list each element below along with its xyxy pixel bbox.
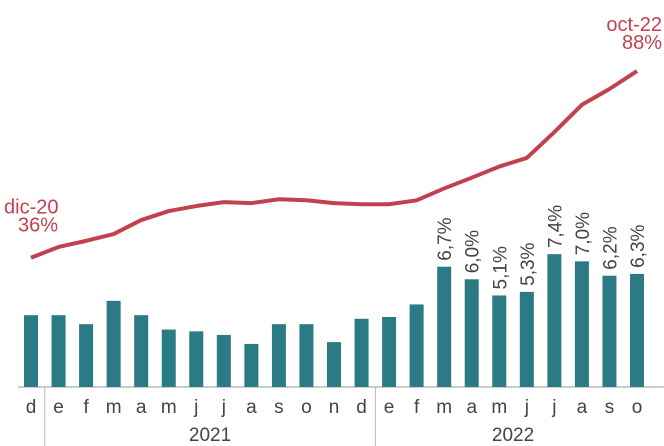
line bbox=[30, 69, 639, 260]
bar bbox=[630, 273, 644, 387]
line-value-label: 88% bbox=[622, 32, 662, 54]
bar bbox=[134, 315, 149, 387]
bar bbox=[79, 324, 94, 387]
bar bbox=[409, 304, 424, 387]
x-tick-label: e bbox=[384, 397, 395, 418]
x-tick-label: n bbox=[329, 397, 340, 418]
bar bbox=[354, 318, 369, 387]
year-label: 2021 bbox=[189, 425, 231, 446]
bar bbox=[602, 275, 617, 387]
x-tick-label: s bbox=[605, 397, 615, 418]
bar-value-label: 6,3% bbox=[628, 224, 649, 267]
x-tick-label: d bbox=[26, 397, 37, 418]
x-tick-label: e bbox=[53, 397, 64, 418]
x-tick-label: a bbox=[577, 397, 588, 418]
bar bbox=[106, 300, 121, 387]
x-tick-label: m bbox=[161, 397, 177, 418]
x-tick-label: j bbox=[193, 397, 198, 418]
bar bbox=[299, 324, 314, 387]
x-tick-label: s bbox=[274, 397, 284, 418]
x-tick-label: f bbox=[414, 397, 420, 418]
x-tick-label: f bbox=[83, 397, 89, 418]
bar-value-label: 6,2% bbox=[600, 226, 621, 269]
bar-value-label: 5,1% bbox=[490, 246, 511, 289]
bar bbox=[437, 266, 452, 387]
bar bbox=[382, 316, 397, 387]
bar-value-label: 6,0% bbox=[463, 230, 484, 273]
x-tick-label: j bbox=[221, 397, 226, 418]
bar bbox=[492, 295, 507, 387]
bar bbox=[161, 329, 176, 387]
bar bbox=[327, 342, 341, 387]
bar bbox=[271, 324, 286, 387]
line-point-label: dic-20 bbox=[4, 197, 58, 219]
bar bbox=[189, 331, 204, 387]
x-tick-label: o bbox=[301, 397, 312, 418]
bar bbox=[24, 315, 38, 387]
x-tick-label: m bbox=[436, 397, 452, 418]
bar bbox=[464, 279, 479, 387]
x-tick-label: o bbox=[632, 397, 643, 418]
bar-value-label: 7,0% bbox=[573, 212, 594, 255]
year-label: 2022 bbox=[492, 425, 534, 446]
bar bbox=[244, 343, 259, 387]
bar bbox=[547, 254, 562, 387]
x-tick-label: m bbox=[106, 397, 122, 418]
x-tick-label: m bbox=[491, 397, 507, 418]
x-tick-label: j bbox=[524, 397, 529, 418]
bar-value-label: 6,7% bbox=[435, 217, 456, 260]
x-tick-label: j bbox=[551, 397, 556, 418]
line-value-label: 36% bbox=[18, 215, 58, 237]
x-tick-label: a bbox=[136, 397, 147, 418]
line-point-label: oct-22 bbox=[606, 14, 662, 36]
x-tick-label: d bbox=[356, 397, 367, 418]
x-tick-label: a bbox=[246, 397, 257, 418]
bar-value-label: 7,4% bbox=[545, 205, 566, 248]
bar bbox=[51, 315, 66, 387]
bar bbox=[216, 334, 231, 387]
x-tick-label: a bbox=[466, 397, 477, 418]
bar bbox=[519, 291, 534, 387]
bar bbox=[574, 261, 589, 387]
bar-value-label: 5,3% bbox=[518, 242, 539, 285]
